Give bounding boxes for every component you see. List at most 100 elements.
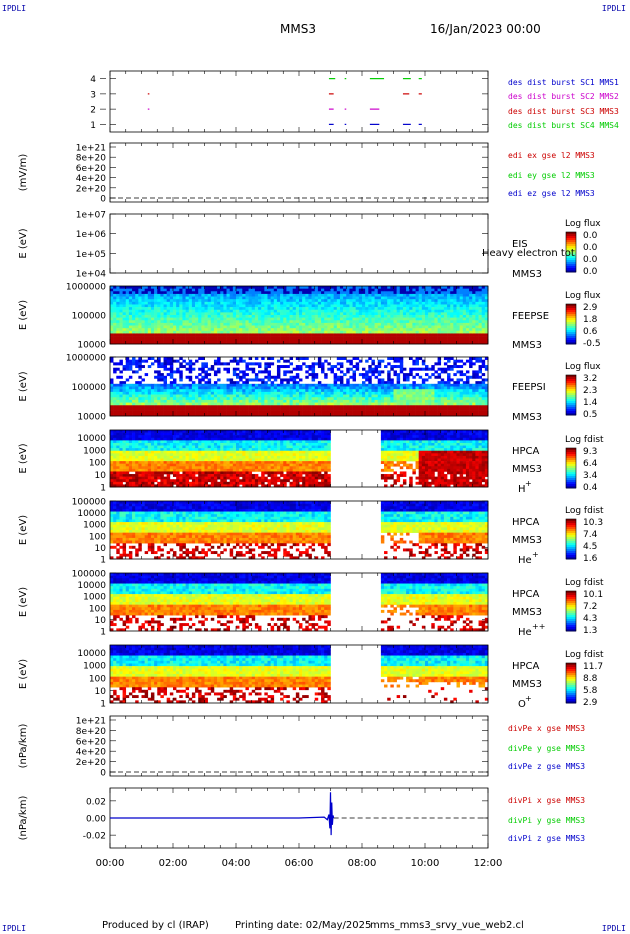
feepsi-panel-colorbar-cell	[566, 393, 576, 396]
feepsi-panel-colorbar-cell	[566, 387, 576, 390]
eis-panel-colorbar-cell	[566, 250, 576, 253]
hpca-o-panel-colorbar-cell	[566, 697, 576, 700]
hpca-he-panel-colorbar-cell	[566, 555, 576, 558]
hpca-o-panel-colorbar-cell	[566, 665, 576, 668]
hpca-he-panel-colorbar-tick: 1.6	[583, 554, 598, 564]
hpca-hepp-panel-colorbar-cell	[566, 623, 576, 626]
hpca-h-panel-species: H	[518, 484, 526, 495]
hpca-h-panel-instrument: HPCA	[512, 446, 540, 457]
hpca-hepp-panel-ytick-label: 100	[89, 604, 106, 614]
eis-panel-colorbar-cell	[566, 242, 576, 245]
hpca-hepp-panel-colorbar-tick: 7.2	[583, 602, 597, 612]
feepse-panel-instrument: FEEPSE	[512, 311, 549, 322]
eis-panel-frame	[109, 213, 489, 274]
hpca-hepp-panel-colorbar-cell	[566, 601, 576, 604]
x-axis-tick-label: 08:00	[348, 858, 377, 869]
feepsi-panel-ytick-label: 10000	[77, 413, 106, 423]
eis-panel-colorbar-cell	[566, 232, 576, 235]
hpca-o-panel-ytick-label: 10000	[77, 649, 106, 659]
edi-panel-ylabel: (mV/m)	[18, 154, 29, 192]
feepse-panel-colorbar-cell	[566, 336, 576, 339]
burst-ytick-label: 4	[90, 75, 96, 85]
hpca-o-panel-colorbar-cell	[566, 699, 576, 702]
hpca-o-panel-colorbar-cell	[566, 663, 576, 666]
hpca-hepp-panel-ylabel: E (eV)	[18, 587, 29, 617]
hpca-he-panel-colorbar-cell	[566, 551, 576, 554]
edi-panel-ytick-label: 0	[100, 195, 106, 205]
divpe-panel-legend-3: divPe z gse MMS3	[508, 762, 585, 771]
feepsi-panel-colorbar-cell	[566, 391, 576, 394]
hpca-he-panel-ytick-label: 10000	[77, 509, 106, 519]
hpca-he-panel-colorbar-cell	[566, 547, 576, 550]
hpca-o-panel-charge: +	[525, 694, 532, 703]
hpca-h-panel-colorbar-cell	[566, 482, 576, 485]
edi-panel-ytick-label: 6e+20	[76, 164, 107, 174]
hpca-o-panel-colorbar-tick: 2.9	[583, 698, 598, 708]
burst-legend-3: des dist burst SC3 MMS3	[508, 107, 619, 116]
hpca-h-panel-colorbar-cell	[566, 450, 576, 453]
feepse-panel-colorbar-cell	[566, 340, 576, 343]
hpca-o-panel-colorbar-cell	[566, 687, 576, 690]
x-axis-tick-label: 04:00	[222, 858, 251, 869]
hpca-h-panel-colorbar-cell	[566, 474, 576, 477]
hpca-he-panel-colorbar-title: Log fdist	[565, 506, 604, 516]
eis-panel-colorbar-cell	[566, 234, 576, 237]
eis-panel-colorbar-cell	[566, 268, 576, 271]
divpi-panel-legend-3: divPi z gse MMS3	[508, 834, 585, 843]
feepsi-panel-colorbar-cell	[566, 395, 576, 398]
hpca-he-panel-colorbar-frame	[565, 518, 577, 560]
divpi-panel-ylabel: (nPa/km)	[18, 796, 29, 841]
feepsi-panel-colorbar-cell	[566, 407, 576, 410]
eis-panel-instrument: EIS	[512, 239, 528, 250]
feepsi-panel-spacecraft: MMS3	[512, 412, 542, 423]
hpca-h-panel-ytick-label: 10000	[77, 434, 106, 444]
eis-panel-colorbar-cell	[566, 236, 576, 239]
hpca-he-panel-colorbar-cell	[566, 557, 576, 560]
hpca-o-panel-colorbar-cell	[566, 681, 576, 684]
hpca-hepp-panel-colorbar-tick: 10.1	[583, 590, 603, 600]
burst-ytick-label: 3	[90, 90, 96, 100]
hpca-he-panel-colorbar-cell	[566, 531, 576, 534]
hpca-h-panel-colorbar-cell	[566, 464, 576, 467]
divpi-ytick-label: 0.00	[86, 815, 106, 825]
hpca-h-panel-colorbar-cell	[566, 454, 576, 457]
divpe-panel-frame	[109, 715, 489, 777]
hpca-he-panel-colorbar-cell	[566, 525, 576, 528]
eis-panel-colorbar-cell	[566, 238, 576, 241]
eis-panel-ytick-label: 1e+06	[76, 230, 107, 240]
feepse-panel-colorbar-cell	[566, 326, 576, 329]
hpca-he-panel-ytick-label: 1	[100, 556, 106, 566]
feepsi-panel-colorbar-cell	[566, 375, 576, 378]
hpca-he-panel-colorbar-cell	[566, 533, 576, 536]
eis-panel-colorbar-cell	[566, 256, 576, 259]
divpi-ytick-label: 0.02	[86, 797, 106, 807]
eis-panel-colorbar-cell	[566, 248, 576, 251]
hpca-he-panel-species: He	[518, 555, 532, 566]
mission-title: MMS3	[280, 22, 316, 36]
hpca-hepp-panel-instrument: HPCA	[512, 589, 540, 600]
hpca-o-panel-colorbar-cell	[566, 675, 576, 678]
hpca-he-panel-colorbar-cell	[566, 521, 576, 524]
eis-panel-colorbar-cell	[566, 240, 576, 243]
x-axis-tick-label: 00:00	[96, 858, 125, 869]
eis-panel-overlay-label: Heavy electron tot	[482, 248, 575, 259]
feepsi-panel-colorbar-cell	[566, 397, 576, 400]
hpca-hepp-panel-colorbar-cell	[566, 595, 576, 598]
feepsi-panel-colorbar-cell	[566, 413, 576, 416]
hpca-o-panel-colorbar-cell	[566, 683, 576, 686]
eis-panel-colorbar-cell	[566, 252, 576, 255]
eis-panel-colorbar-cell	[566, 270, 576, 273]
hpca-o-panel-spacecraft: MMS3	[512, 679, 542, 690]
hpca-o-panel-colorbar-frame	[565, 662, 577, 704]
feepse-panel-colorbar-tick: 0.6	[583, 327, 598, 337]
feepse-panel-colorbar-cell	[566, 324, 576, 327]
hpca-hepp-panel-ytick-label: 1	[100, 628, 106, 638]
hpca-hepp-panel-colorbar-cell	[566, 625, 576, 628]
x-axis-tick-label: 12:00	[474, 858, 503, 869]
hpca-o-panel-ytick-label: 100	[89, 674, 106, 684]
feepsi-panel-spectrogram	[110, 357, 489, 417]
hpca-hepp-panel-colorbar-cell	[566, 597, 576, 600]
divpe-panel-ytick-label: 6e+20	[76, 737, 107, 747]
eis-panel-ytick-label: 1e+05	[76, 250, 106, 260]
hpca-h-panel-colorbar-cell	[566, 478, 576, 481]
